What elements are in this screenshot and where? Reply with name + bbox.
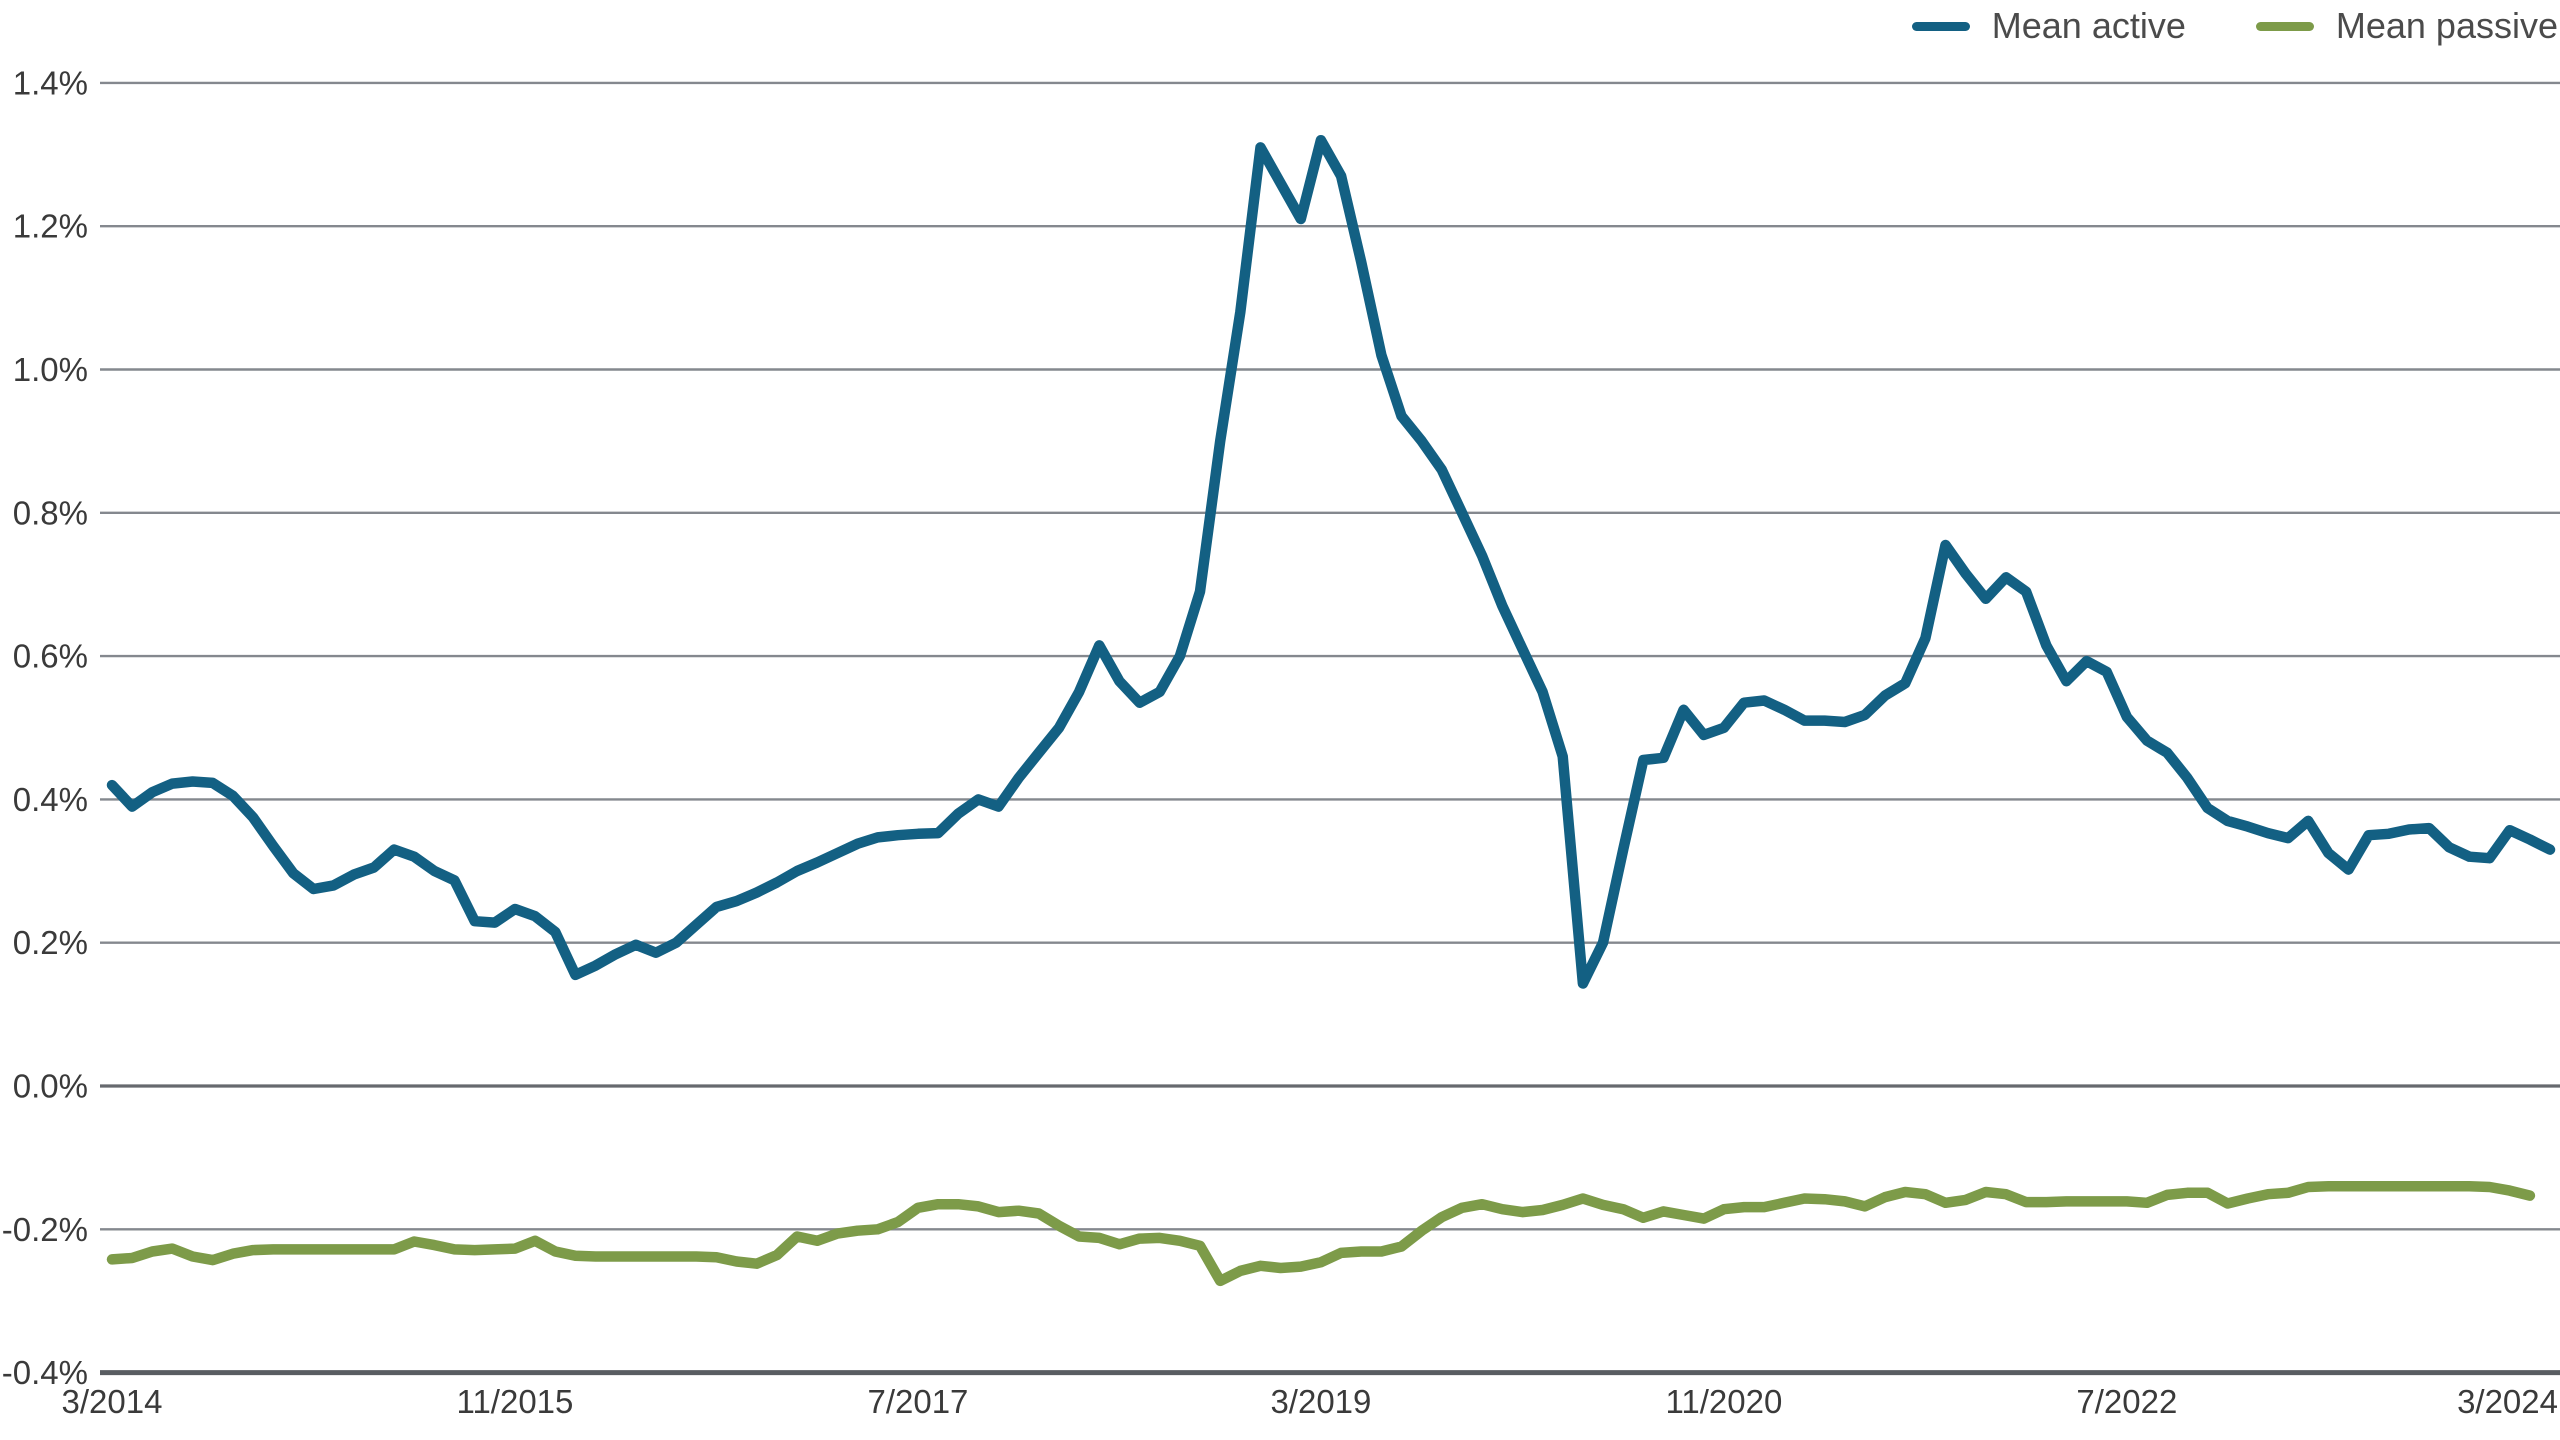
chart-legend: Mean active Mean passive xyxy=(1911,0,2558,52)
y-tick-label: 1.4% xyxy=(13,64,88,101)
legend-item-mean-passive: Mean passive xyxy=(2255,5,2558,47)
y-tick-label: 0.8% xyxy=(13,494,88,531)
gridlines xyxy=(100,81,2560,1376)
legend-label-mean-passive: Mean passive xyxy=(2335,5,2558,46)
y-tick-label: 1.0% xyxy=(13,351,88,388)
y-tick-label: 0.0% xyxy=(13,1068,88,1105)
legend-item-mean-active: Mean active xyxy=(1911,5,2186,47)
mean-passive-line-swatch-icon xyxy=(2255,21,2314,31)
x-tick-label: 11/2020 xyxy=(1665,1383,1782,1420)
x-axis-tick-labels: 3/2014 11/2015 7/2017 3/2019 11/2020 7/2022 3/… xyxy=(62,1383,2558,1420)
y-tick-label: 0.2% xyxy=(13,924,88,961)
y-tick-label: 0.6% xyxy=(13,638,88,675)
y-tick-label: 0.4% xyxy=(13,781,88,818)
y-tick-label: -0.2% xyxy=(2,1211,88,1248)
x-tick-label: 11/2015 xyxy=(457,1383,574,1420)
y-axis-tick-labels: 1.4% 1.2% 1.0% 0.8% 0.6% 0.4% 0.2% 0.0% -0.2% -0.… xyxy=(2,64,88,1391)
x-tick-label: 3/2024 xyxy=(2457,1383,2558,1420)
x-tick-label: 7/2017 xyxy=(867,1383,968,1420)
x-tick-label: 3/2019 xyxy=(1270,1383,1371,1420)
x-tick-label: 3/2014 xyxy=(62,1383,163,1420)
x-tick-label: 7/2022 xyxy=(2076,1383,2177,1420)
y-tick-label: 1.2% xyxy=(13,208,88,245)
mean-active-line xyxy=(106,134,2556,989)
legend-label-mean-active: Mean active xyxy=(1991,5,2186,46)
y-tick-label: -0.4% xyxy=(2,1354,88,1391)
mean-passive-line xyxy=(106,1181,2536,1287)
mean-active-line-swatch-icon xyxy=(1911,21,1970,31)
